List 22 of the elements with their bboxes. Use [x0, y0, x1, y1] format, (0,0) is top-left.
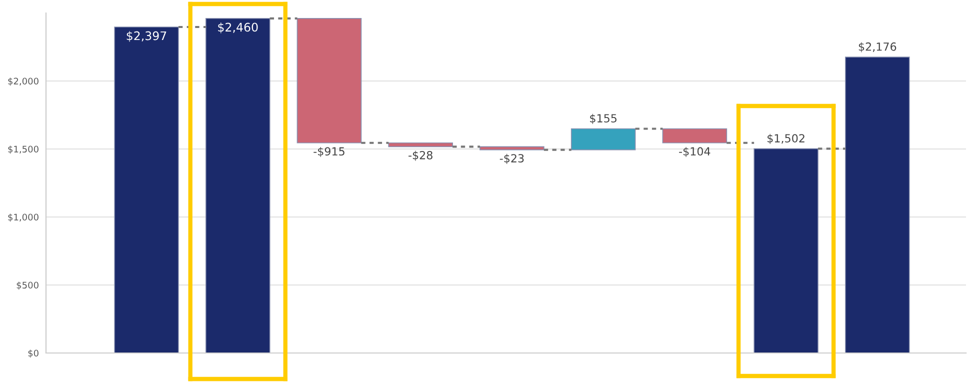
- bar: [754, 148, 818, 353]
- data-label: -$915: [314, 146, 344, 158]
- data-label: -$28: [408, 150, 432, 161]
- data-label: -$104: [679, 146, 710, 158]
- data-label: $155: [590, 114, 616, 124]
- bar: [845, 56, 910, 353]
- data-label: $1,502: [768, 134, 804, 144]
- bar: [296, 18, 362, 144]
- data-label: $2,176: [858, 42, 896, 52]
- bar: [114, 26, 179, 353]
- bar: [570, 128, 636, 150]
- data-label: $2,397: [126, 31, 166, 42]
- bar: [388, 142, 453, 148]
- bar: [662, 128, 728, 144]
- y-tick-label: $1,500: [8, 146, 38, 154]
- y-tick-label: $500: [16, 282, 38, 290]
- y-tick-label: $2,000: [8, 78, 38, 86]
- bar: [205, 18, 270, 353]
- data-label: -$23: [500, 154, 524, 164]
- y-tick-label: $0: [28, 350, 38, 358]
- data-label: $2,460: [218, 22, 258, 34]
- y-tick-label: $1,000: [8, 214, 38, 222]
